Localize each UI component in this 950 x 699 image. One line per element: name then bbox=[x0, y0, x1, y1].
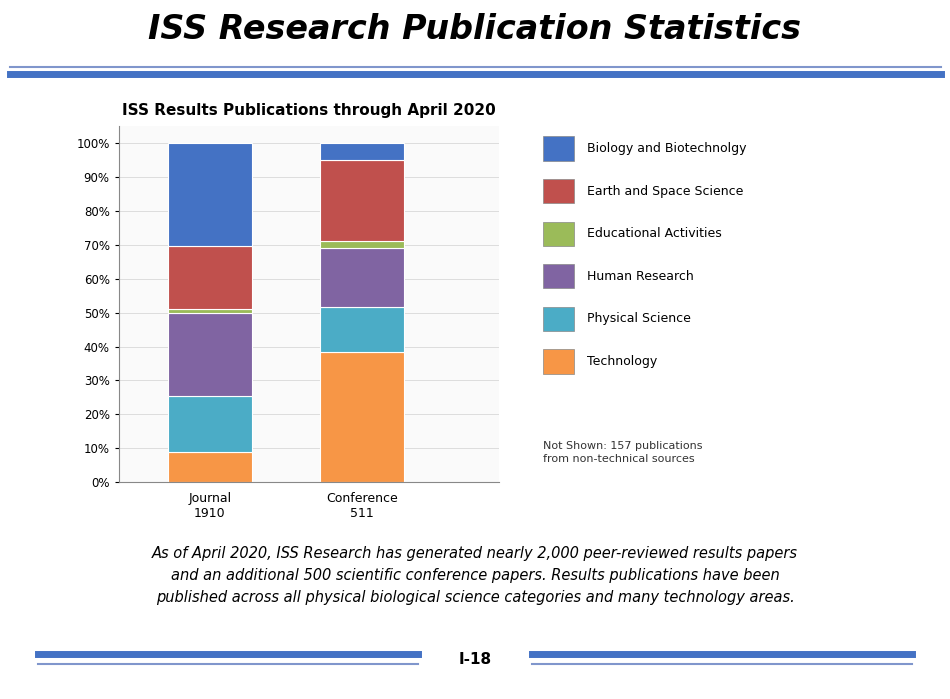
Bar bbox=[320, 352, 404, 482]
FancyBboxPatch shape bbox=[543, 350, 575, 373]
Text: Not Shown: 157 publications
from non-technical sources: Not Shown: 157 publications from non-tec… bbox=[543, 440, 702, 464]
Text: Earth and Space Science: Earth and Space Science bbox=[587, 185, 743, 198]
FancyBboxPatch shape bbox=[543, 222, 575, 246]
Bar bbox=[320, 241, 404, 248]
Text: Educational Activities: Educational Activities bbox=[587, 227, 722, 240]
Bar bbox=[168, 143, 252, 245]
Bar bbox=[320, 248, 404, 307]
Text: ISS Research Publication Statistics: ISS Research Publication Statistics bbox=[148, 13, 802, 46]
Bar bbox=[168, 396, 252, 452]
Bar bbox=[320, 160, 404, 241]
Bar bbox=[168, 452, 252, 482]
Text: As of April 2020, ISS Research has generated nearly 2,000 peer-reviewed results : As of April 2020, ISS Research has gener… bbox=[152, 546, 798, 605]
Text: Human Research: Human Research bbox=[587, 270, 694, 283]
Bar bbox=[168, 313, 252, 396]
Bar bbox=[168, 245, 252, 310]
Bar bbox=[320, 307, 404, 352]
Text: Physical Science: Physical Science bbox=[587, 312, 691, 325]
FancyBboxPatch shape bbox=[543, 307, 575, 331]
Bar bbox=[168, 310, 252, 313]
Text: Biology and Biotechnolgy: Biology and Biotechnolgy bbox=[587, 142, 747, 155]
Text: Technology: Technology bbox=[587, 355, 657, 368]
Text: I-18: I-18 bbox=[459, 652, 491, 667]
FancyBboxPatch shape bbox=[543, 136, 575, 161]
FancyBboxPatch shape bbox=[543, 179, 575, 203]
Bar bbox=[320, 143, 404, 160]
Title: ISS Results Publications through April 2020: ISS Results Publications through April 2… bbox=[122, 103, 496, 117]
FancyBboxPatch shape bbox=[543, 264, 575, 288]
